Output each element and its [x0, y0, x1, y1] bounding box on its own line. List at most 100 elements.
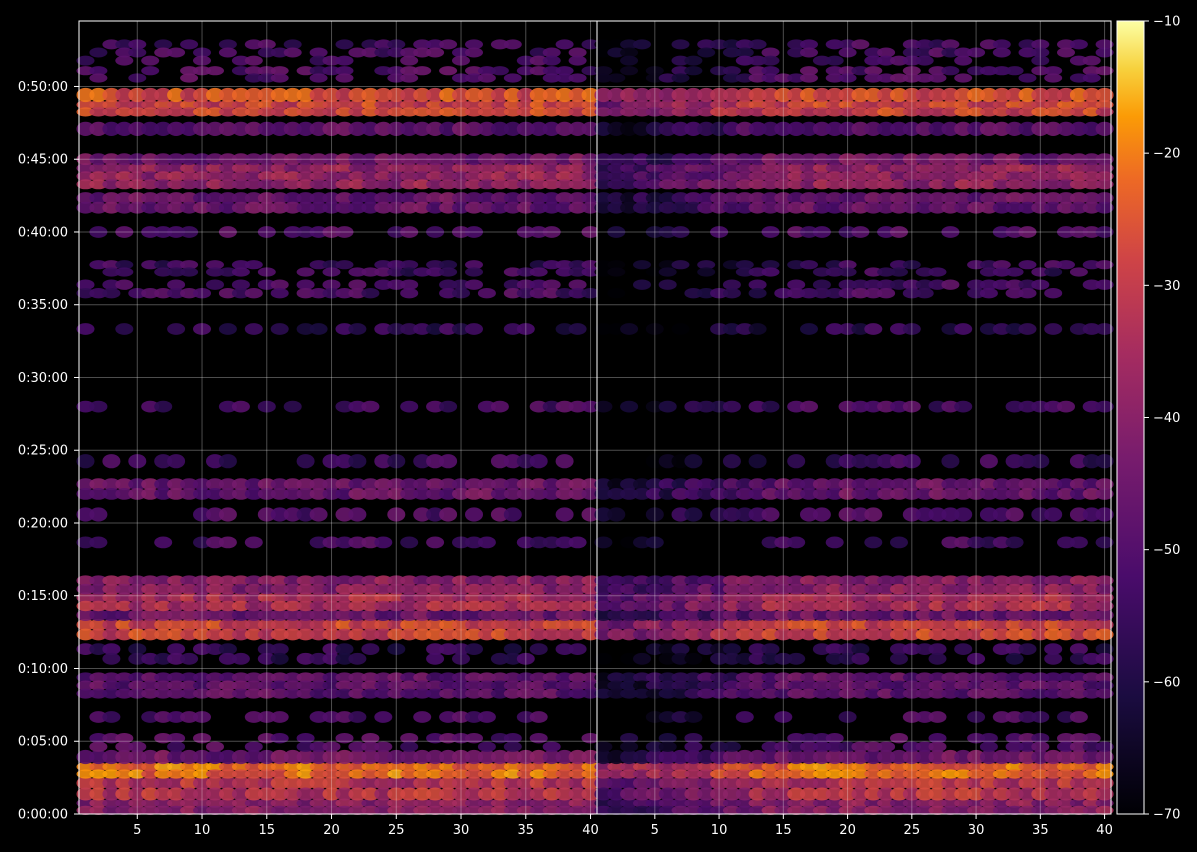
- heatmap-cell: [452, 192, 470, 204]
- heatmap-cell: [1018, 787, 1037, 801]
- heatmap-cell: [1082, 741, 1101, 752]
- heatmap-cell: [154, 798, 173, 808]
- heatmap-cell: [76, 609, 95, 621]
- heatmap-cell: [322, 454, 341, 469]
- heatmap-cell: [503, 609, 522, 621]
- heatmap-cell: [426, 618, 445, 631]
- heatmap-cell: [452, 478, 470, 491]
- heatmap-cell: [864, 628, 883, 641]
- heatmap-cell: [1018, 260, 1037, 270]
- heatmap-cell: [309, 762, 328, 772]
- heatmap-cell: [296, 688, 315, 699]
- heatmap-cell: [296, 575, 315, 586]
- heatmap-cell: [620, 628, 639, 641]
- heatmap-cell: [167, 260, 186, 270]
- heatmap-cell: [735, 507, 754, 522]
- heatmap-cell: [387, 488, 406, 500]
- heatmap-cell: [774, 652, 793, 665]
- heatmap-cell: [722, 787, 741, 801]
- heatmap-cell: [465, 163, 483, 174]
- heatmap-cell: [774, 787, 793, 801]
- heatmap-cell: [361, 680, 380, 691]
- heatmap-cell: [671, 592, 690, 603]
- heatmap-cell: [735, 787, 754, 801]
- heatmap-cell: [812, 609, 831, 621]
- heatmap-cell: [244, 672, 263, 683]
- heatmap-cell: [658, 680, 677, 691]
- heatmap-cell: [335, 107, 354, 117]
- heatmap-cell: [838, 583, 857, 595]
- heatmap-cell: [206, 66, 224, 76]
- heatmap-cell: [335, 488, 354, 500]
- heatmap-cell: [851, 652, 870, 665]
- heatmap-cell: [244, 192, 263, 204]
- heatmap-cell: [503, 652, 522, 665]
- heatmap-cell: [102, 575, 121, 586]
- heatmap-cell: [361, 153, 380, 166]
- heatmap-cell: [812, 643, 831, 655]
- heatmap-cell: [218, 600, 237, 612]
- heatmap-cell: [529, 478, 548, 491]
- heatmap-cell: [542, 776, 561, 790]
- heatmap-cell: [542, 47, 561, 58]
- heatmap-cell: [568, 171, 587, 182]
- heatmap-cell: [283, 171, 302, 182]
- heatmap-cell: [555, 454, 574, 469]
- heatmap-cell: [684, 762, 703, 772]
- heatmap-cell: [283, 583, 302, 595]
- heatmap-cell: [710, 609, 729, 621]
- heatmap-cell: [115, 575, 134, 586]
- heatmap-cell: [387, 163, 406, 174]
- heatmap-cell: [244, 260, 263, 270]
- heatmap-cell: [283, 39, 302, 50]
- heatmap-cell: [992, 711, 1011, 723]
- heatmap-cell: [748, 618, 767, 631]
- heatmap-cell: [581, 153, 600, 166]
- heatmap-cell: [633, 609, 651, 621]
- heatmap-cell: [928, 749, 947, 765]
- heatmap-cell: [231, 87, 250, 103]
- heatmap-cell: [568, 192, 587, 204]
- heatmap-cell: [555, 583, 574, 595]
- heatmap-cell: [851, 762, 870, 772]
- heatmap-cell: [477, 488, 496, 500]
- heatmap-cell: [283, 47, 302, 58]
- heatmap-cell: [465, 279, 483, 290]
- x-tick-label: 10: [711, 823, 728, 838]
- heatmap-cell: [529, 688, 548, 699]
- heatmap-cell: [838, 776, 857, 790]
- heatmap-cell: [400, 179, 419, 190]
- heatmap-cell: [283, 153, 302, 166]
- heatmap-cell: [218, 680, 237, 691]
- heatmap-cell: [296, 600, 315, 612]
- heatmap-cell: [387, 762, 406, 772]
- heatmap-cell: [141, 179, 160, 190]
- heatmap-cell: [244, 600, 263, 612]
- heatmap-cell: [89, 47, 108, 58]
- heatmap-cell: [568, 153, 587, 166]
- heatmap-cell: [115, 618, 134, 631]
- heatmap-cell: [154, 672, 173, 683]
- heatmap-cell: [825, 733, 844, 744]
- heatmap-cell: [218, 488, 237, 500]
- heatmap-cell: [581, 628, 600, 641]
- heatmap-cell: [361, 201, 380, 214]
- heatmap-cell: [218, 618, 237, 631]
- heatmap-cell: [154, 87, 173, 103]
- heatmap-cell: [180, 171, 199, 182]
- heatmap-cell: [684, 478, 703, 491]
- heatmap-cell: [645, 507, 664, 522]
- heatmap-cell: [89, 643, 108, 655]
- heatmap-cell: [335, 643, 354, 655]
- heatmap-cell: [231, 153, 250, 166]
- heatmap-cell: [1044, 600, 1063, 612]
- heatmap-cell: [735, 575, 754, 586]
- heatmap-cell: [400, 787, 419, 801]
- heatmap-cell: [800, 583, 818, 595]
- heatmap-cell: [283, 478, 302, 491]
- heatmap-cell: [218, 536, 237, 549]
- heatmap-cell: [735, 749, 754, 765]
- heatmap-cell: [283, 226, 302, 238]
- heatmap-cell: [620, 618, 639, 631]
- heatmap-cell: [76, 121, 95, 136]
